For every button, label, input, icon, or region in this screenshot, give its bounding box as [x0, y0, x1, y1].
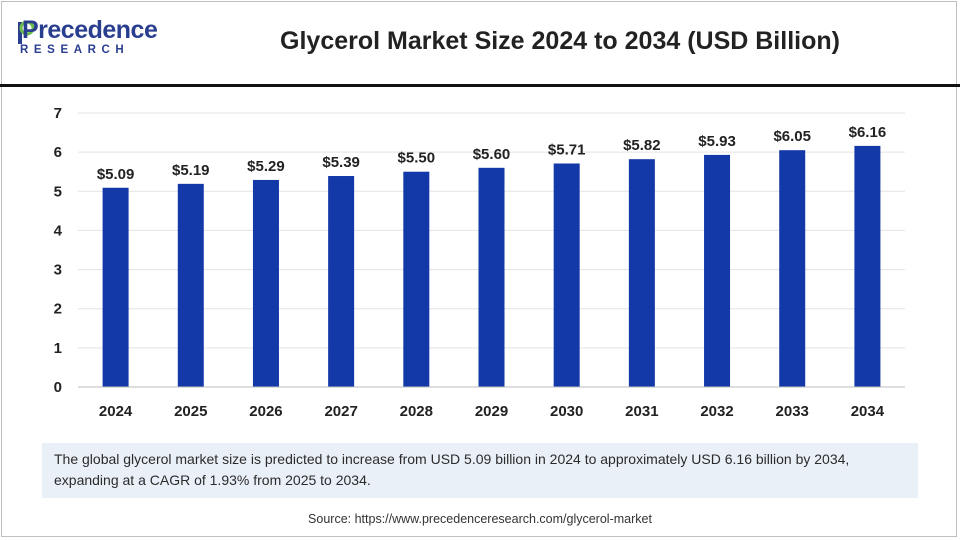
logo-subtitle: RESEARCH [20, 44, 130, 56]
x-tick-label: 2029 [475, 403, 508, 420]
bar-2026 [252, 179, 279, 387]
y-tick-label: 7 [54, 105, 62, 122]
data-labels: $5.09 $5.19 $5.29 $5.39 $5.50 $5.60 $5.71 $5.82… [97, 124, 886, 183]
brand-logo: Precedence RESEARCH [14, 14, 164, 64]
y-tick-label: 6 [54, 144, 62, 161]
data-label: $5.71 [548, 141, 586, 158]
y-tick-label: 5 [54, 183, 62, 200]
y-axis-ticks: 0 1 2 3 4 5 6 7 [54, 105, 63, 396]
bars [102, 145, 881, 387]
x-tick-label: 2027 [324, 403, 357, 420]
y-tick-label: 0 [54, 379, 62, 396]
data-label: $5.93 [698, 133, 736, 150]
x-axis-ticks: 2024 2025 2026 2027 2028 2029 2030 2031 2032 2033… [99, 403, 885, 420]
y-tick-label: 1 [54, 340, 62, 357]
data-label: $5.09 [97, 166, 135, 183]
bar-2025 [177, 183, 204, 387]
x-tick-label: 2025 [174, 403, 207, 420]
bar-2034 [854, 145, 881, 387]
data-label: $5.50 [398, 150, 436, 167]
bar-2028 [403, 171, 430, 387]
bar-2031 [628, 159, 655, 387]
logo-mark-icon [18, 20, 35, 44]
data-label: $5.19 [172, 162, 210, 179]
data-label: $5.39 [322, 154, 360, 171]
x-tick-label: 2026 [249, 403, 282, 420]
header: Precedence RESEARCH Glycerol Market Size… [0, 0, 960, 85]
chart-title: Glycerol Market Size 2024 to 2034 (USD B… [280, 27, 840, 55]
source-link[interactable]: Source: https://www.precedenceresearch.c… [308, 512, 652, 526]
bar-2029 [478, 167, 505, 387]
data-label: $5.60 [473, 146, 511, 163]
x-tick-label: 2024 [99, 403, 133, 420]
y-tick-label: 3 [54, 262, 62, 279]
x-tick-label: 2032 [700, 403, 733, 420]
data-label: $5.29 [247, 158, 285, 175]
bar-2027 [328, 176, 355, 387]
x-tick-label: 2031 [625, 403, 658, 420]
y-tick-label: 4 [54, 222, 63, 239]
logo-word: Precedence [22, 16, 158, 44]
x-tick-label: 2033 [776, 403, 809, 420]
bar-2030 [553, 163, 580, 387]
header-divider [0, 84, 960, 87]
data-label: $6.05 [773, 128, 811, 145]
x-tick-label: 2030 [550, 403, 583, 420]
y-tick-label: 2 [54, 301, 62, 318]
data-label: $6.16 [849, 124, 887, 141]
x-tick-label: 2028 [400, 403, 433, 420]
summary-text: The global glycerol market size is predi… [42, 443, 918, 498]
bar-2032 [704, 154, 731, 387]
x-tick-label: 2034 [851, 403, 885, 420]
bar-2033 [779, 150, 806, 387]
bar-2024 [102, 187, 129, 387]
data-label: $5.82 [623, 137, 661, 154]
